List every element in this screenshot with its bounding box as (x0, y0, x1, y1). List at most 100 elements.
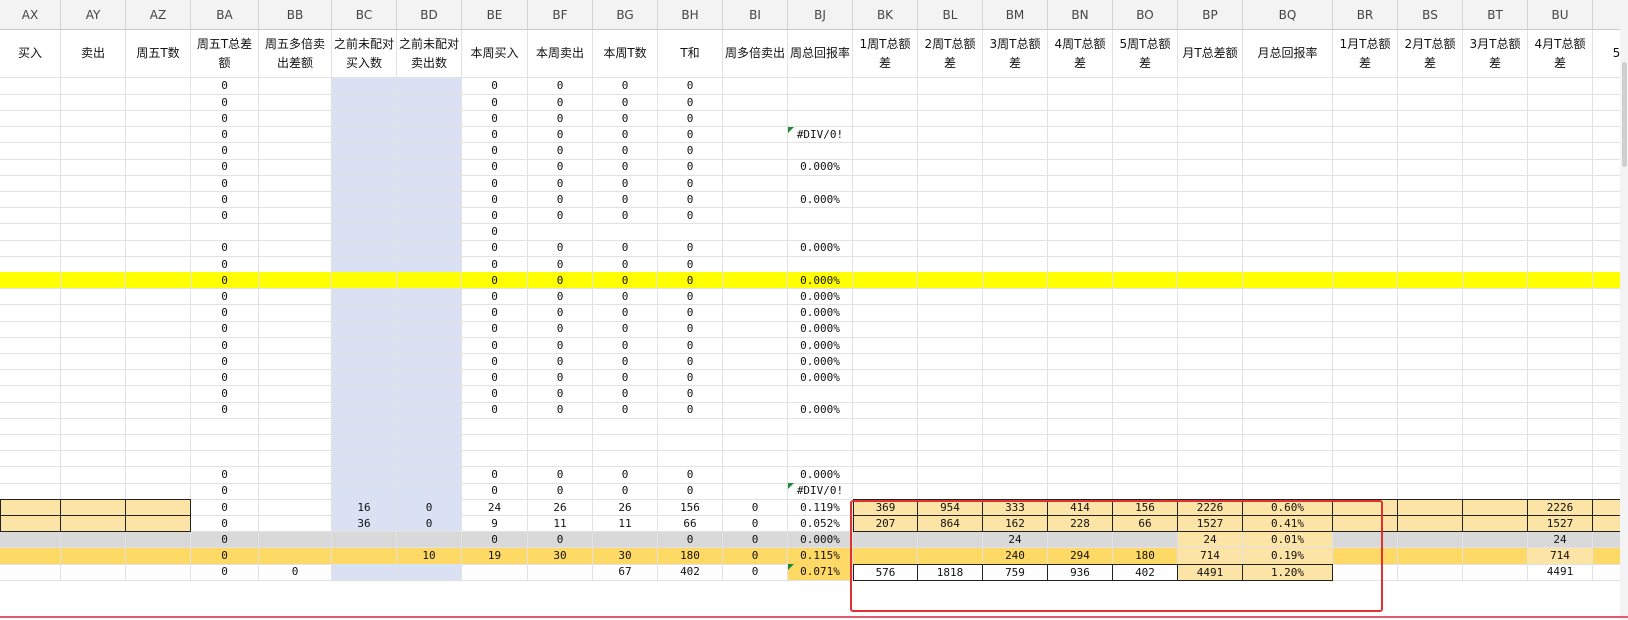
grid-cell[interactable] (1463, 499, 1528, 516)
grid-cell[interactable] (332, 434, 397, 452)
grid-cell[interactable] (723, 78, 788, 95)
grid-cell[interactable]: 0 (462, 126, 528, 144)
grid-cell[interactable] (983, 304, 1048, 322)
grid-cell[interactable] (397, 288, 462, 306)
grid-cell[interactable] (332, 483, 397, 500)
grid-cell[interactable] (332, 353, 397, 371)
grid-cell[interactable]: 0.000% (788, 191, 853, 209)
grid-cell[interactable] (61, 94, 126, 111)
grid-cell[interactable] (1333, 515, 1398, 533)
grid-cell[interactable] (1178, 223, 1243, 241)
grid-cell[interactable] (723, 483, 788, 500)
grid-cell[interactable] (1528, 353, 1593, 371)
grid-cell[interactable] (0, 369, 61, 387)
grid-cell[interactable]: 0 (191, 321, 259, 338)
grid-cell[interactable] (1243, 191, 1333, 209)
grid-cell[interactable] (61, 321, 126, 338)
grid-cell[interactable] (259, 418, 332, 435)
grid-cell[interactable] (332, 110, 397, 128)
grid-cell[interactable]: 0 (593, 353, 658, 371)
grid-cell[interactable] (1398, 126, 1463, 144)
grid-cell[interactable] (1398, 256, 1463, 273)
grid-cell[interactable]: 0 (462, 142, 528, 160)
grid-cell[interactable] (1243, 126, 1333, 144)
grid-cell[interactable] (191, 434, 259, 452)
grid-cell[interactable]: 4491 (1178, 564, 1243, 581)
grid-cell[interactable] (1398, 191, 1463, 209)
grid-cell[interactable]: 0 (397, 499, 462, 516)
grid-cell[interactable] (1113, 110, 1178, 128)
grid-cell[interactable]: 156 (1113, 499, 1178, 516)
grid-cell[interactable]: 0 (723, 547, 788, 565)
grid-cell[interactable] (61, 126, 126, 144)
grid-cell[interactable] (462, 564, 528, 581)
grid-cell[interactable] (1463, 450, 1528, 468)
grid-cell[interactable]: 0 (658, 385, 723, 403)
grid-cell[interactable]: 0 (191, 547, 259, 565)
grid-cell[interactable] (1593, 451, 1620, 468)
grid-cell[interactable] (1113, 402, 1178, 419)
grid-cell[interactable]: #DIV/0! (788, 483, 853, 500)
grid-cell[interactable] (1528, 450, 1593, 468)
grid-cell[interactable] (1243, 450, 1333, 468)
header-cell[interactable]: 月总回报率 (1243, 30, 1333, 78)
grid-cell[interactable] (397, 110, 462, 128)
grid-cell[interactable] (1593, 499, 1620, 516)
grid-cell[interactable] (1398, 385, 1463, 403)
grid-cell[interactable] (1243, 78, 1333, 95)
grid-cell[interactable] (918, 321, 983, 338)
grid-cell[interactable]: 0 (658, 353, 723, 371)
grid-cell[interactable] (1113, 304, 1178, 322)
grid-cell[interactable] (1463, 110, 1528, 128)
grid-cell[interactable] (0, 418, 61, 435)
grid-cell[interactable] (1398, 483, 1463, 500)
grid-cell[interactable] (259, 142, 332, 160)
grid-cell[interactable] (853, 223, 918, 241)
grid-cell[interactable]: 9 (462, 515, 528, 533)
grid-cell[interactable] (126, 159, 191, 176)
grid-cell[interactable] (853, 385, 918, 403)
grid-cell[interactable] (1593, 191, 1620, 209)
grid-cell[interactable] (61, 223, 126, 241)
grid-cell[interactable] (1398, 450, 1463, 468)
grid-cell[interactable] (0, 402, 61, 419)
grid-cell[interactable] (1528, 207, 1593, 225)
grid-cell[interactable] (126, 78, 191, 95)
grid-cell[interactable] (1178, 418, 1243, 435)
grid-cell[interactable]: 0 (191, 483, 259, 500)
grid-cell[interactable] (1463, 321, 1528, 338)
grid-cell[interactable]: 1527 (1528, 515, 1593, 533)
grid-cell[interactable] (397, 304, 462, 322)
grid-cell[interactable] (332, 564, 397, 581)
grid-cell[interactable] (1048, 531, 1113, 549)
grid-cell[interactable]: 714 (1528, 547, 1593, 565)
grid-cell[interactable]: 0 (658, 304, 723, 322)
grid-cell[interactable] (0, 175, 61, 192)
grid-cell[interactable] (1398, 434, 1463, 452)
grid-cell[interactable] (983, 385, 1048, 403)
grid-cell[interactable] (61, 531, 126, 549)
grid-cell[interactable] (723, 369, 788, 387)
grid-cell[interactable]: 0.000% (788, 304, 853, 322)
grid-cell[interactable]: 0 (462, 240, 528, 257)
grid-cell[interactable]: 24 (462, 499, 528, 516)
grid-cell[interactable] (61, 240, 126, 257)
grid-cell[interactable] (1593, 256, 1620, 273)
grid-cell[interactable] (126, 256, 191, 273)
grid-cell[interactable]: 0 (658, 175, 723, 192)
grid-cell[interactable] (259, 288, 332, 306)
grid-cell[interactable] (983, 142, 1048, 160)
grid-cell[interactable] (61, 288, 126, 306)
grid-cell[interactable] (0, 126, 61, 144)
grid-cell[interactable] (1333, 94, 1398, 111)
grid-cell[interactable] (397, 337, 462, 354)
grid-cell[interactable] (61, 207, 126, 225)
grid-cell[interactable]: 0 (528, 272, 593, 290)
grid-cell[interactable] (1528, 434, 1593, 452)
grid-cell[interactable]: 0 (658, 142, 723, 160)
grid-cell[interactable] (0, 385, 61, 403)
grid-cell[interactable] (61, 191, 126, 209)
grid-cell[interactable] (0, 304, 61, 322)
grid-cell[interactable] (259, 159, 332, 176)
grid-cell[interactable] (259, 515, 332, 533)
